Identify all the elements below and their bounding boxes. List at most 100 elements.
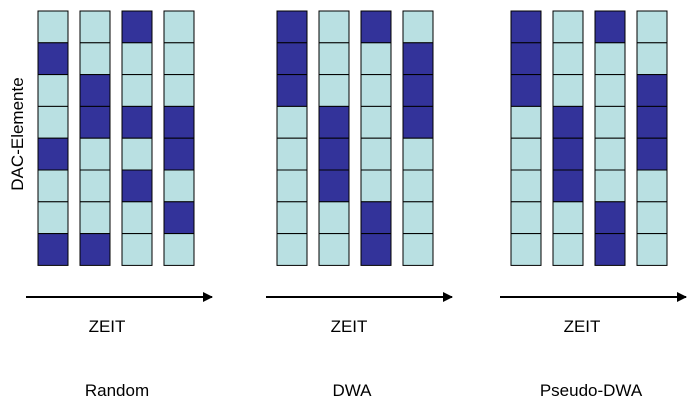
- dac-cell-active: [360, 10, 392, 44]
- dac-cell-active: [594, 10, 626, 44]
- dac-cell-inactive: [594, 137, 626, 171]
- dac-cell-inactive: [594, 169, 626, 203]
- dac-cell-inactive: [402, 10, 434, 44]
- dac-cell-inactive: [121, 233, 153, 266]
- dac-cell-inactive: [79, 10, 111, 44]
- dac-cell-inactive: [594, 42, 626, 76]
- dac-cell-active: [636, 74, 668, 107]
- dac-cell-active: [163, 105, 195, 139]
- dac-cell-inactive: [402, 233, 434, 266]
- grid-dwa: [276, 10, 434, 266]
- dac-cell-active: [121, 10, 153, 44]
- dac-cell-inactive: [37, 169, 69, 203]
- dac-cell-active: [37, 233, 69, 266]
- dac-cell-active: [510, 42, 542, 76]
- dac-cell-inactive: [121, 137, 153, 171]
- dac-cell-inactive: [79, 137, 111, 171]
- dac-cell-active: [318, 137, 350, 171]
- method-label-dwa: DWA: [332, 381, 372, 400]
- dac-cell-inactive: [276, 137, 308, 171]
- dac-cell-inactive: [402, 137, 434, 171]
- dac-cell-inactive: [552, 74, 584, 107]
- dac-cell-inactive: [163, 74, 195, 107]
- dac-cell-inactive: [510, 201, 542, 235]
- dac-cell-inactive: [552, 42, 584, 76]
- dac-cell-inactive: [163, 10, 195, 44]
- dac-cell-active: [276, 10, 308, 44]
- dac-cell-inactive: [163, 169, 195, 203]
- dac-cell-inactive: [636, 169, 668, 203]
- dac-cell-inactive: [594, 74, 626, 107]
- dac-cell-inactive: [79, 42, 111, 76]
- dac-cell-active: [636, 105, 668, 139]
- dac-cell-active: [79, 74, 111, 107]
- dac-cell-active: [360, 201, 392, 235]
- dac-cell-inactive: [636, 42, 668, 76]
- dac-cell-inactive: [510, 169, 542, 203]
- dac-cell-inactive: [636, 201, 668, 235]
- dac-cell-active: [552, 105, 584, 139]
- dac-cell-active: [121, 169, 153, 203]
- method-label-pseudo-dwa: Pseudo-DWA: [539, 381, 643, 400]
- dac-cell-active: [594, 201, 626, 235]
- dac-cell-active: [318, 169, 350, 203]
- dac-cell-inactive: [510, 105, 542, 139]
- dac-cell-inactive: [276, 233, 308, 266]
- dac-cell-inactive: [318, 233, 350, 266]
- dac-cell-inactive: [276, 169, 308, 203]
- dac-cell-inactive: [360, 74, 392, 107]
- dac-cell-inactive: [636, 233, 668, 266]
- dac-cell-inactive: [276, 201, 308, 235]
- y-axis-label: DAC-Elemente: [8, 77, 27, 191]
- dac-cell-active: [121, 105, 153, 139]
- dac-cell-inactive: [510, 233, 542, 266]
- dac-cell-active: [79, 233, 111, 266]
- dac-cell-inactive: [552, 201, 584, 235]
- dac-cell-inactive: [636, 10, 668, 44]
- time-label-dwa: ZEIT: [330, 317, 368, 336]
- dac-cell-inactive: [37, 74, 69, 107]
- dac-cell-inactive: [79, 201, 111, 235]
- dac-cell-active: [276, 42, 308, 76]
- dac-cell-active: [276, 74, 308, 107]
- dac-cell-active: [402, 105, 434, 139]
- dac-cell-inactive: [318, 201, 350, 235]
- dac-cell-active: [163, 137, 195, 171]
- dac-cell-inactive: [360, 42, 392, 76]
- dac-cell-inactive: [79, 169, 111, 203]
- dac-cell-active: [37, 42, 69, 76]
- dac-cell-active: [79, 105, 111, 139]
- dac-cell-inactive: [552, 233, 584, 266]
- dac-cell-active: [318, 105, 350, 139]
- dac-cell-inactive: [510, 137, 542, 171]
- dac-cell-inactive: [552, 10, 584, 44]
- dac-cell-inactive: [163, 42, 195, 76]
- dac-cell-active: [163, 201, 195, 235]
- grid-random: [37, 10, 195, 266]
- dac-cell-active: [594, 233, 626, 266]
- dac-cell-inactive: [276, 105, 308, 139]
- time-label-random: ZEIT: [88, 317, 126, 336]
- dac-cell-inactive: [37, 201, 69, 235]
- dac-cell-active: [360, 233, 392, 266]
- dac-cell-active: [402, 74, 434, 107]
- dac-cell-inactive: [121, 74, 153, 107]
- dac-cell-inactive: [318, 74, 350, 107]
- dac-cell-inactive: [360, 105, 392, 139]
- dac-cell-inactive: [37, 105, 69, 139]
- dac-cell-active: [510, 74, 542, 107]
- dac-cell-inactive: [318, 42, 350, 76]
- dac-cell-inactive: [37, 10, 69, 44]
- dac-cell-active: [552, 169, 584, 203]
- dac-cell-inactive: [360, 137, 392, 171]
- dac-cell-inactive: [163, 233, 195, 266]
- dac-cell-inactive: [318, 10, 350, 44]
- dac-cell-active: [552, 137, 584, 171]
- method-label-random: Random: [84, 381, 150, 400]
- dac-cell-inactive: [121, 42, 153, 76]
- dac-cell-inactive: [360, 169, 392, 203]
- dac-cell-inactive: [121, 201, 153, 235]
- time-label-pseudo-dwa: ZEIT: [563, 317, 601, 336]
- dac-cell-active: [402, 42, 434, 76]
